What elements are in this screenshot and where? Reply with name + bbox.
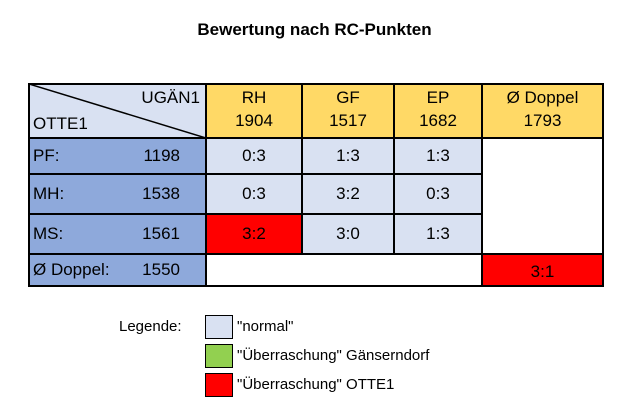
empty-cell	[482, 138, 603, 254]
legend-text-normal: "normal"	[237, 318, 294, 335]
doppel-result-cell: 3:1	[482, 254, 603, 286]
row-header-pf: PF: 1198	[29, 138, 206, 174]
column-header-ep: EP 1682	[394, 84, 482, 138]
table-border	[602, 83, 604, 287]
column-header-value: 1904	[235, 111, 273, 130]
table-cell: 1:3	[394, 138, 482, 174]
row-header-value: 1561	[142, 224, 180, 243]
table-border	[481, 83, 483, 287]
table-cell: 3:0	[302, 214, 394, 254]
legend-label: Legende:	[119, 318, 182, 335]
table-cell: 1:3	[394, 214, 482, 254]
corner-cell: UGÄN1 OTTE1	[29, 84, 206, 138]
column-header-name: GF	[336, 88, 360, 107]
table-border	[28, 285, 604, 287]
legend-swatch-otte	[205, 373, 233, 397]
table-border	[393, 83, 395, 255]
column-header-gf: GF 1517	[302, 84, 394, 138]
table-border	[301, 83, 303, 255]
column-header-value: 1682	[419, 111, 457, 130]
table-border	[28, 253, 604, 255]
column-header-doppel: Ø Doppel 1793	[482, 84, 603, 138]
table-cell: 0:3	[206, 138, 302, 174]
table-border	[28, 83, 30, 287]
table-cell: 0:3	[394, 174, 482, 214]
column-header-value: 1793	[523, 111, 562, 130]
row-header-ms: MS: 1561	[29, 214, 206, 254]
column-header-rh: RH 1904	[206, 84, 302, 138]
legend-swatch-gaenserndorf	[205, 344, 233, 368]
table-border	[205, 83, 207, 287]
row-header-name: MH:	[33, 184, 65, 203]
table-border	[28, 213, 482, 215]
row-header-name: Ø Doppel:	[33, 260, 110, 279]
row-header-mh: MH: 1538	[29, 174, 206, 214]
row-header-doppel: Ø Doppel: 1550	[29, 254, 206, 286]
column-header-name: EP	[426, 88, 450, 107]
column-header-value: 1517	[329, 111, 367, 130]
corner-bottom-label: OTTE1	[33, 114, 88, 133]
row-header-value: 1550	[142, 260, 180, 279]
table-cell: 0:3	[206, 174, 302, 214]
page-title: Bewertung nach RC-Punkten	[197, 20, 432, 39]
empty-cell	[206, 254, 482, 286]
column-header-name: RH	[241, 88, 267, 107]
corner-top-label: UGÄN1	[141, 88, 200, 107]
table-cell: 3:2	[302, 174, 394, 214]
table-cell-surprise: 3:2	[206, 214, 302, 254]
row-header-value: 1198	[143, 146, 180, 165]
corner-diagonal	[29, 84, 206, 138]
row-header-name: PF:	[33, 146, 60, 165]
legend-text-gaenserndorf: "Überraschung" Gänserndorf	[237, 347, 430, 364]
legend-swatch-normal	[205, 315, 233, 339]
row-header-value: 1538	[142, 184, 180, 203]
legend-text-otte: "Überraschung" OTTE1	[237, 376, 395, 393]
table-border	[28, 83, 604, 85]
table-cell: 1:3	[302, 138, 394, 174]
row-header-name: MS:	[33, 224, 64, 243]
column-header-name: Ø Doppel	[506, 88, 579, 107]
table-border	[28, 173, 482, 175]
table-border	[28, 137, 604, 139]
